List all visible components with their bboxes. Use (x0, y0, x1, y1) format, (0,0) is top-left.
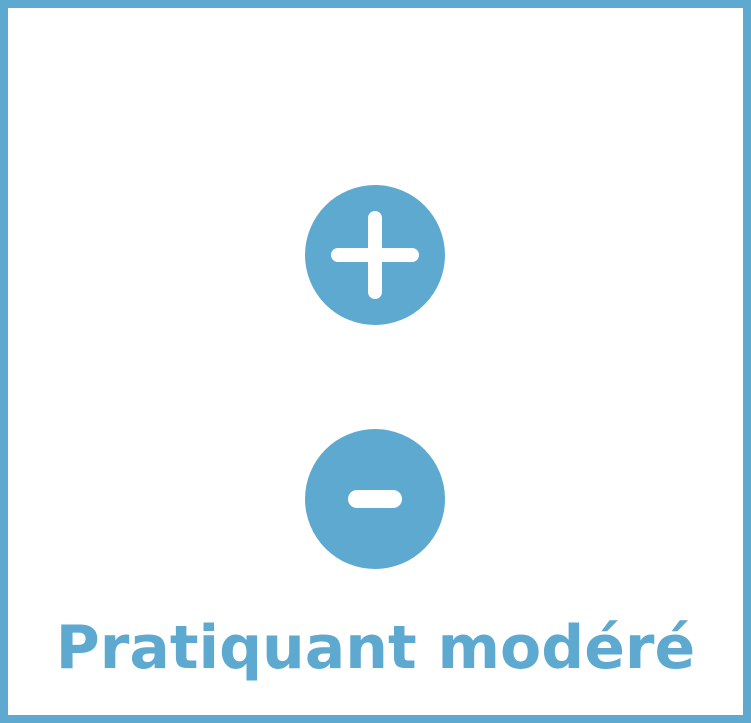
plus-icon (331, 211, 419, 299)
decrease-button[interactable] (305, 429, 445, 569)
level-label: Pratiquant modéré (55, 613, 696, 683)
increase-button[interactable] (305, 185, 445, 325)
minus-icon (348, 490, 402, 508)
